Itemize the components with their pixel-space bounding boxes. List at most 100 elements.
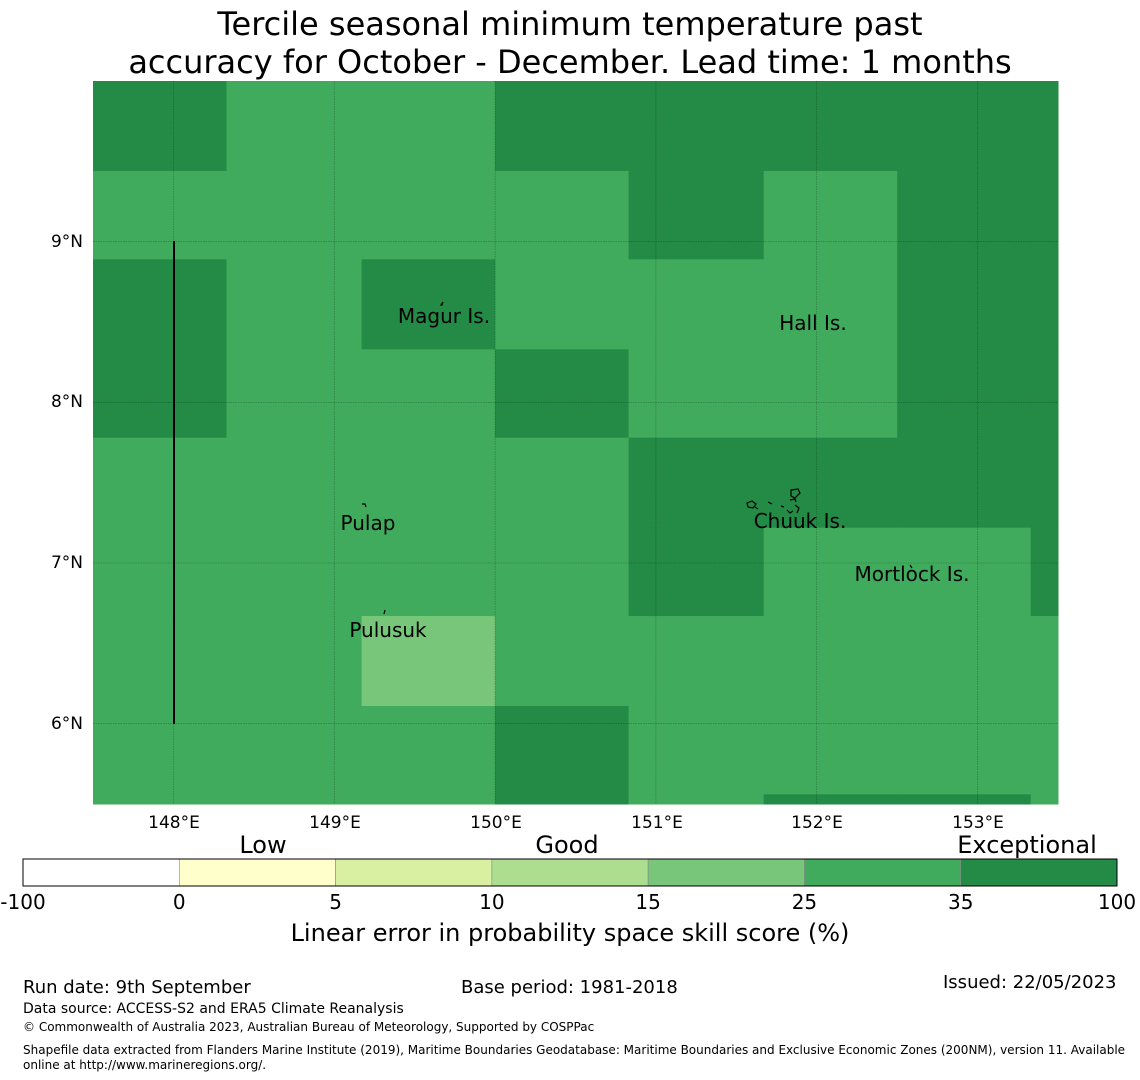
skill-cell bbox=[361, 705, 496, 795]
colorbar-bin bbox=[647, 858, 805, 887]
skill-cell bbox=[361, 259, 496, 350]
skill-cell bbox=[897, 705, 1032, 795]
chart-title: Tercile seasonal minimum temperature pas… bbox=[0, 5, 1140, 81]
skill-cell bbox=[897, 527, 1032, 617]
colorbar-label: Linear error in probability space skill … bbox=[291, 919, 850, 947]
skill-cell bbox=[495, 705, 630, 795]
skill-cell bbox=[897, 81, 1032, 172]
colorbar-bin bbox=[960, 858, 1118, 887]
skill-cell bbox=[93, 170, 227, 260]
skill-cell bbox=[1030, 81, 1059, 172]
base-period: Base period: 1981-2018 bbox=[461, 977, 678, 998]
skill-cell bbox=[361, 170, 496, 260]
colorbar: Low Good Exceptional -100 0 5 10 15 25 35 100 L… bbox=[0, 831, 1136, 947]
skill-cell bbox=[897, 794, 1032, 805]
skill-cell bbox=[93, 794, 227, 805]
lat-tick-6: 6°N bbox=[51, 714, 83, 734]
skill-cell bbox=[897, 437, 1032, 529]
lon-tick-148: 148°E bbox=[148, 813, 200, 833]
colorbar-tick-label: 10 bbox=[479, 890, 504, 914]
skill-cell bbox=[226, 81, 363, 172]
skill-cell bbox=[93, 349, 227, 439]
skill-cell bbox=[361, 616, 496, 707]
skill-cell bbox=[628, 705, 765, 795]
skill-cell bbox=[1030, 794, 1059, 805]
place-label-chuuk: Chuuk Is. bbox=[754, 509, 847, 533]
skill-cell bbox=[1030, 259, 1059, 350]
skill-cell bbox=[495, 794, 630, 805]
skill-cell bbox=[226, 616, 363, 707]
lat-tick-labels: 9°N 8°N 7°N 6°N bbox=[51, 232, 83, 734]
skill-cell bbox=[361, 349, 496, 439]
skill-cell bbox=[93, 259, 227, 350]
shapefile-credit-line-2: online at http://www.marineregions.org/. bbox=[23, 1058, 267, 1072]
skill-cell bbox=[361, 437, 496, 529]
skill-cell bbox=[226, 170, 363, 260]
skill-cell bbox=[361, 81, 496, 172]
colorbar-bin bbox=[335, 858, 493, 887]
island-outlines bbox=[362, 301, 913, 615]
title-line-1: Tercile seasonal minimum temperature pas… bbox=[217, 5, 923, 43]
place-label-pulusuk: Pulusuk bbox=[349, 618, 427, 642]
skill-cell bbox=[495, 259, 630, 350]
skill-cell bbox=[628, 259, 765, 350]
skill-cell bbox=[763, 794, 898, 805]
skill-cell bbox=[897, 349, 1032, 439]
issued-date: Issued: 22/05/2023 bbox=[943, 972, 1117, 993]
lat-tick-8: 8°N bbox=[51, 392, 83, 412]
lat-tick-7: 7°N bbox=[51, 553, 83, 573]
skill-cell bbox=[226, 527, 363, 617]
skill-cell bbox=[93, 437, 227, 529]
colorbar-tick-label: 35 bbox=[948, 890, 973, 914]
colorbar-tick-label: 5 bbox=[329, 890, 342, 914]
skill-cell bbox=[628, 349, 765, 439]
lon-tick-150: 150°E bbox=[470, 813, 522, 833]
skill-cell bbox=[1030, 705, 1059, 795]
colorbar-bins bbox=[22, 858, 1118, 887]
data-source: Data source: ACCESS-S2 and ERA5 Climate … bbox=[23, 1001, 404, 1017]
skill-cell bbox=[897, 170, 1032, 260]
skill-cell bbox=[1030, 527, 1059, 617]
skill-cell bbox=[93, 527, 227, 617]
skill-cell bbox=[763, 437, 898, 529]
skill-cell bbox=[495, 349, 630, 439]
skill-cell bbox=[897, 259, 1032, 350]
skill-cell bbox=[628, 527, 765, 617]
skill-cell bbox=[495, 81, 630, 172]
skill-cell bbox=[226, 259, 363, 350]
skill-cell bbox=[93, 616, 227, 707]
place-label-pulap: Pulap bbox=[341, 511, 396, 535]
colorbar-category-good: Good bbox=[535, 831, 598, 859]
skill-cell bbox=[361, 794, 496, 805]
skill-cell bbox=[226, 437, 363, 529]
skill-cell bbox=[763, 527, 898, 617]
lon-tick-labels: 148°E 149°E 150°E 151°E 152°E 153°E bbox=[148, 813, 1004, 833]
colorbar-tick-label: 25 bbox=[792, 890, 817, 914]
colorbar-category-low: Low bbox=[239, 831, 286, 859]
skill-cell bbox=[361, 527, 496, 617]
run-date: Run date: 9th September bbox=[23, 977, 251, 998]
colorbar-category-exceptional: Exceptional bbox=[957, 831, 1097, 859]
skill-cell bbox=[763, 616, 898, 707]
colorbar-bin bbox=[22, 858, 180, 887]
lon-tick-151: 151°E bbox=[631, 813, 683, 833]
skill-cell bbox=[897, 616, 1032, 707]
skill-cell bbox=[628, 81, 765, 172]
pulap-island-shape bbox=[362, 503, 367, 508]
colorbar-tick-label: 100 bbox=[1098, 890, 1136, 914]
skill-cell bbox=[495, 437, 630, 529]
place-label-hall: Hall Is. bbox=[779, 311, 846, 335]
skill-cell bbox=[495, 616, 630, 707]
skill-cell bbox=[226, 349, 363, 439]
colorbar-tick-labels: -100 0 5 10 15 25 35 100 bbox=[0, 890, 1136, 914]
lon-tick-149: 149°E bbox=[309, 813, 361, 833]
skill-cell bbox=[226, 794, 363, 805]
lat-tick-9: 9°N bbox=[51, 232, 83, 252]
skill-cell bbox=[628, 437, 765, 529]
skill-cell bbox=[628, 170, 765, 260]
chuuk-island-shape bbox=[746, 488, 801, 514]
skill-cell bbox=[495, 527, 630, 617]
mortlock-island-shape bbox=[909, 564, 913, 569]
colorbar-bin bbox=[804, 858, 962, 887]
skill-cell bbox=[763, 705, 898, 795]
